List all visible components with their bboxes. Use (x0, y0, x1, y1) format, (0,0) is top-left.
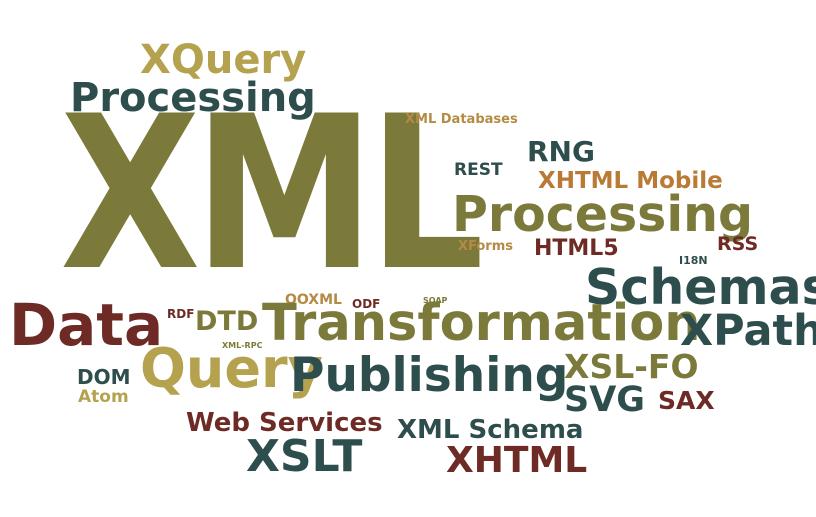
word-query: Query (140, 337, 323, 400)
word-xhtml-mobile: XHTML Mobile (538, 168, 723, 194)
word-rss: RSS (717, 233, 759, 255)
word-rest: REST (454, 160, 503, 180)
word-xml-rpc: XML-RPC (222, 341, 263, 350)
word-xpath: XPath (680, 306, 816, 356)
word-rdf: RDF (167, 307, 195, 321)
word-web-services: Web Services (186, 408, 383, 438)
word-xml: XML (60, 70, 484, 317)
word-xml-schema: XML Schema (397, 415, 584, 445)
word-soap: SOAP (423, 296, 448, 305)
word-atom: Atom (78, 387, 129, 407)
word-html5: HTML5 (534, 236, 619, 261)
word-xml-databases: XML Databases (405, 112, 518, 127)
word-data: Data (9, 291, 164, 359)
word-xforms: XForms (458, 239, 514, 254)
word-xquery: XQuery (140, 37, 307, 83)
word-dom: DOM (77, 365, 131, 389)
word-xsl-fo: XSL-FO (564, 347, 699, 386)
word-sax: SAX (658, 386, 715, 415)
word-dtd: DTD (195, 306, 259, 337)
word-ooxml: OOXML (285, 292, 342, 308)
word-publishing: Publishing (290, 348, 569, 403)
word-processing-top: Processing (70, 75, 316, 121)
word-rng: RNG (527, 135, 595, 168)
word-svg: SVG (564, 380, 646, 420)
word-transformation: Transformation (262, 294, 701, 353)
word-processing-mid: Processing (452, 186, 754, 243)
word-schemas: Schemas (585, 259, 816, 316)
word-i18n: I18N (679, 254, 708, 267)
word-xhtml: XHTML (446, 440, 588, 481)
word-odf: ODF (352, 297, 381, 311)
word-xslt: XSLT (246, 431, 363, 482)
